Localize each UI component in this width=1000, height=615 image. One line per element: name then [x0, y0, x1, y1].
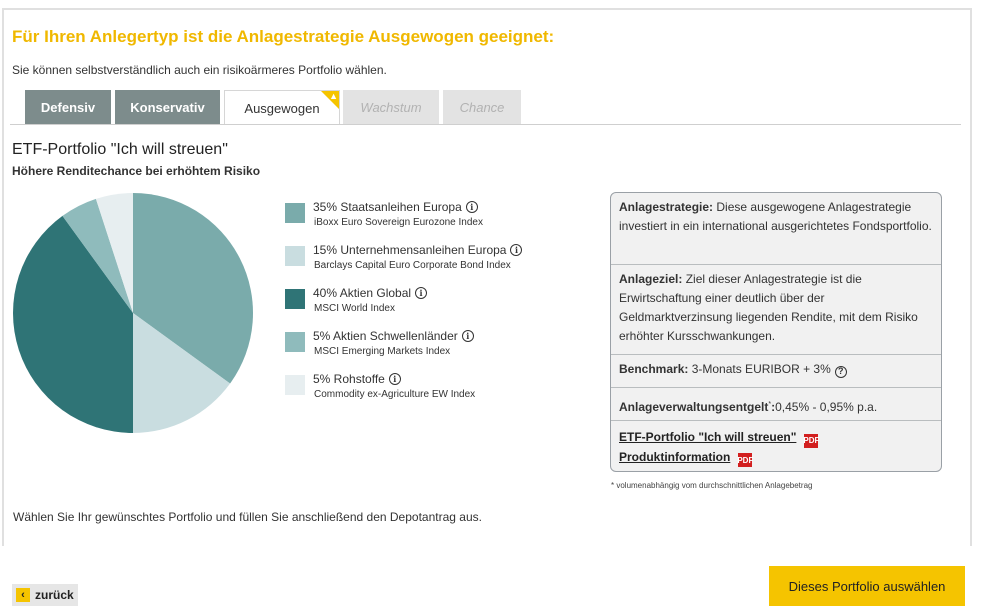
fee-text: 0,45% - 0,95% p.a. — [775, 400, 878, 414]
content-frame — [2, 8, 972, 546]
fee-footnote: * volumenabhängig vom durchschnittlichen… — [611, 481, 813, 490]
tab-defensiv[interactable]: Defensiv — [25, 90, 111, 124]
legend-label-line: 40% Aktien Global i — [313, 286, 428, 300]
document-line-productinfo: Produktinformation PDF — [619, 448, 933, 467]
pie-slice-2 — [12, 215, 134, 433]
legend-item-unternehmensanleihen: 15% Unternehmensanleihen Europa i Barclay… — [285, 243, 565, 279]
portfolio-title: ETF-Portfolio "Ich will streuen" — [12, 141, 228, 158]
legend-swatch — [285, 289, 305, 309]
tab-label: Chance — [459, 99, 505, 115]
legend-index: iBoxx Euro Sovereign Eurozone Index — [314, 217, 483, 228]
strategy-label: Anlagestrategie: — [619, 200, 714, 214]
info-row-strategy: Anlagestrategie: Diese ausgewogene Anlag… — [611, 198, 941, 236]
pie-slice-3 — [62, 198, 133, 313]
legend-index: Barclays Capital Euro Corporate Bond Ind… — [314, 260, 511, 271]
allocation-pie-chart — [12, 193, 253, 433]
portfolio-subtitle: Höhere Renditechance bei erhöhtem Risiko — [12, 164, 261, 178]
info-row-fee: Anlageverwaltungsentgelt*:0,45% - 0,95% … — [611, 387, 941, 420]
portfolio-document-link[interactable]: ETF-Portfolio "Ich will streuen" — [619, 430, 797, 444]
strategy-tabs: Defensiv Konservativ Ausgewogen ▲ Wachst… — [25, 90, 961, 125]
pdf-icon[interactable]: PDF — [803, 433, 819, 448]
pie-slice-1 — [133, 313, 231, 433]
goal-label: Anlageziel: — [619, 272, 683, 286]
instruction-text: Wählen Sie Ihr gewünschtes Portfolio und… — [13, 510, 482, 524]
legend-index: MSCI Emerging Markets Index — [314, 346, 451, 357]
select-portfolio-button[interactable]: Dieses Portfolio auswählen — [769, 566, 965, 606]
legend-item-rohstoffe: 5% Rohstoffe i Commodity ex-Agriculture E… — [285, 372, 565, 408]
info-row-documents: ETF-Portfolio "Ich will streuen" PDF Prod… — [611, 420, 941, 471]
legend-swatch — [285, 246, 305, 266]
help-icon[interactable]: ? — [834, 365, 847, 378]
fee-footnote-marker: * — [768, 401, 772, 408]
strategy-info-box: Anlagestrategie: Diese ausgewogene Anlag… — [610, 192, 942, 472]
strategy-text: Diese ausgewogene Anlagestrategie invest… — [619, 200, 932, 233]
back-button[interactable]: ‹ zurück — [12, 584, 78, 606]
thumbs-up-icon: ▲ — [329, 91, 338, 101]
legend-label-line: 5% Rohstoffe i — [313, 372, 401, 386]
legend-swatch — [285, 203, 305, 223]
legend-label: 5% Rohstoffe — [313, 372, 385, 386]
select-portfolio-label: Dieses Portfolio auswählen — [788, 578, 946, 594]
fee-label: Anlageverwaltungsentgelt — [619, 400, 769, 414]
legend-label: 15% Unternehmensanleihen Europa — [313, 243, 507, 257]
benchmark-label: Benchmark: — [619, 362, 689, 376]
legend-label-line: 15% Unternehmensanleihen Europa i — [313, 243, 523, 257]
info-icon[interactable]: i — [461, 330, 474, 342]
tab-label: Defensiv — [40, 99, 96, 115]
product-info-link[interactable]: Produktinformation — [619, 449, 731, 464]
tab-chance: Chance — [443, 90, 521, 124]
legend-label: 35% Staatsanleihen Europa — [313, 200, 462, 214]
tab-divider — [10, 124, 961, 125]
legend-label: 5% Aktien Schwellenländer — [313, 329, 458, 343]
legend-label-line: 5% Aktien Schwellenländer i — [313, 329, 474, 343]
info-icon[interactable]: i — [388, 373, 401, 385]
pie-slice-4 — [95, 193, 133, 313]
pie-slice-0 — [133, 193, 253, 384]
legend-item-schwellenlaender: 5% Aktien Schwellenländer i MSCI Emerging… — [285, 329, 565, 365]
legend-label-line: 35% Staatsanleihen Europa i — [313, 200, 478, 214]
recommended-badge — [321, 91, 339, 109]
back-button-label: zurück — [35, 588, 74, 602]
tab-konservativ[interactable]: Konservativ — [115, 90, 220, 124]
pdf-icon[interactable]: PDF — [737, 453, 753, 467]
legend-item-staatsanleihen: 35% Staatsanleihen Europa i iBoxx Euro So… — [285, 200, 565, 236]
legend-index: MSCI World Index — [314, 303, 395, 314]
chevron-left-icon: ‹ — [16, 588, 30, 602]
goal-text: Ziel dieser Anlagestrategie ist die Erwi… — [619, 272, 918, 343]
tab-ausgewogen[interactable]: Ausgewogen ▲ — [224, 90, 340, 125]
legend-label: 40% Aktien Global — [313, 286, 412, 300]
legend-swatch — [285, 375, 305, 395]
tab-label: Wachstum — [360, 99, 422, 115]
fee-colon: : — [771, 400, 776, 414]
benchmark-text: 3-Monats EURIBOR + 3% — [691, 362, 831, 376]
info-icon[interactable]: i — [510, 244, 523, 256]
legend-swatch — [285, 332, 305, 352]
legend-item-aktien-global: 40% Aktien Global i MSCI World Index — [285, 286, 565, 322]
tab-label: Ausgewogen — [244, 100, 320, 116]
document-line-portfolio: ETF-Portfolio "Ich will streuen" PDF — [619, 428, 933, 448]
tab-wachstum: Wachstum — [343, 90, 439, 124]
page-subline: Sie können selbstverständlich auch ein r… — [12, 63, 387, 77]
info-row-benchmark: Benchmark: 3-Monats EURIBOR + 3%? — [611, 354, 941, 387]
page-headline: Für Ihren Anlegertyp ist die Anlagestrat… — [12, 27, 555, 46]
info-icon[interactable]: i — [465, 201, 478, 213]
info-row-goal: Anlageziel: Ziel dieser Anlagestrategie … — [611, 264, 941, 346]
legend-index: Commodity ex-Agriculture EW Index — [314, 389, 476, 400]
info-icon[interactable]: i — [415, 287, 428, 299]
tab-label: Konservativ — [130, 99, 205, 115]
